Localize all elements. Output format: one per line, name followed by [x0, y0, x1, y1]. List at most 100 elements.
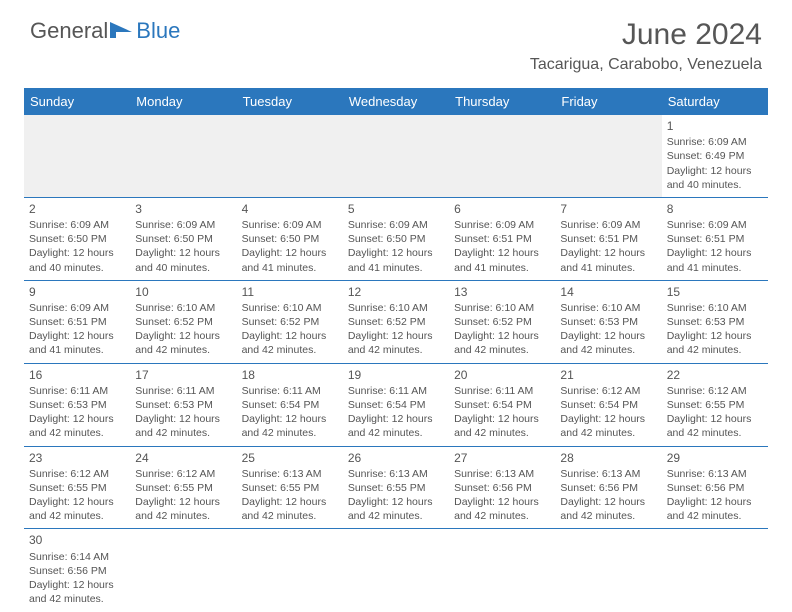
day-cell [555, 529, 661, 611]
daylight-text: Daylight: 12 hours [348, 329, 444, 343]
day-cell: 9Sunrise: 6:09 AMSunset: 6:51 PMDaylight… [24, 280, 130, 363]
day-cell: 3Sunrise: 6:09 AMSunset: 6:50 PMDaylight… [130, 197, 236, 280]
day-number: 21 [560, 367, 656, 383]
sunrise-text: Sunrise: 6:11 AM [135, 384, 231, 398]
daylight-text: and 42 minutes. [667, 426, 763, 440]
sunrise-text: Sunrise: 6:09 AM [560, 218, 656, 232]
sunrise-text: Sunrise: 6:12 AM [29, 467, 125, 481]
sunset-text: Sunset: 6:51 PM [29, 315, 125, 329]
sunset-text: Sunset: 6:55 PM [242, 481, 338, 495]
daylight-text: and 42 minutes. [667, 343, 763, 357]
day-number: 17 [135, 367, 231, 383]
daylight-text: Daylight: 12 hours [29, 412, 125, 426]
flag-icon [110, 20, 136, 38]
col-thursday: Thursday [449, 88, 555, 115]
daylight-text: and 42 minutes. [454, 343, 550, 357]
daylight-text: and 42 minutes. [667, 509, 763, 523]
day-number: 12 [348, 284, 444, 300]
sunset-text: Sunset: 6:49 PM [667, 149, 763, 163]
daylight-text: and 42 minutes. [454, 426, 550, 440]
col-saturday: Saturday [662, 88, 768, 115]
day-cell: 12Sunrise: 6:10 AMSunset: 6:52 PMDayligh… [343, 280, 449, 363]
sunset-text: Sunset: 6:54 PM [242, 398, 338, 412]
location: Tacarigua, Carabobo, Venezuela [530, 56, 762, 74]
day-cell: 21Sunrise: 6:12 AMSunset: 6:54 PMDayligh… [555, 363, 661, 446]
daylight-text: and 42 minutes. [242, 509, 338, 523]
daylight-text: Daylight: 12 hours [29, 578, 125, 592]
daylight-text: and 42 minutes. [454, 509, 550, 523]
day-cell [237, 529, 343, 611]
week-row: 2Sunrise: 6:09 AMSunset: 6:50 PMDaylight… [24, 197, 768, 280]
day-number: 15 [667, 284, 763, 300]
week-row: 1Sunrise: 6:09 AMSunset: 6:49 PMDaylight… [24, 115, 768, 197]
day-cell [237, 115, 343, 197]
day-number: 5 [348, 201, 444, 217]
sunrise-text: Sunrise: 6:09 AM [135, 218, 231, 232]
day-cell [130, 529, 236, 611]
day-number: 11 [242, 284, 338, 300]
daylight-text: Daylight: 12 hours [135, 495, 231, 509]
day-cell: 30Sunrise: 6:14 AMSunset: 6:56 PMDayligh… [24, 529, 130, 611]
daylight-text: Daylight: 12 hours [29, 246, 125, 260]
sunset-text: Sunset: 6:56 PM [667, 481, 763, 495]
month-year: June 2024 [530, 18, 762, 52]
sunrise-text: Sunrise: 6:10 AM [348, 301, 444, 315]
daylight-text: Daylight: 12 hours [560, 412, 656, 426]
sunrise-text: Sunrise: 6:13 AM [667, 467, 763, 481]
brand-part2: Blue [136, 18, 180, 44]
day-cell: 18Sunrise: 6:11 AMSunset: 6:54 PMDayligh… [237, 363, 343, 446]
day-cell: 13Sunrise: 6:10 AMSunset: 6:52 PMDayligh… [449, 280, 555, 363]
sunset-text: Sunset: 6:55 PM [29, 481, 125, 495]
daylight-text: and 42 minutes. [560, 343, 656, 357]
day-cell: 25Sunrise: 6:13 AMSunset: 6:55 PMDayligh… [237, 446, 343, 529]
daylight-text: and 42 minutes. [560, 509, 656, 523]
day-number: 30 [29, 532, 125, 548]
sunset-text: Sunset: 6:53 PM [560, 315, 656, 329]
daylight-text: and 42 minutes. [29, 592, 125, 606]
daylight-text: and 42 minutes. [242, 426, 338, 440]
day-cell: 24Sunrise: 6:12 AMSunset: 6:55 PMDayligh… [130, 446, 236, 529]
day-number: 13 [454, 284, 550, 300]
header-row: Sunday Monday Tuesday Wednesday Thursday… [24, 88, 768, 115]
calendar-table: Sunday Monday Tuesday Wednesday Thursday… [24, 88, 768, 611]
daylight-text: and 42 minutes. [348, 426, 444, 440]
title-block: June 2024 Tacarigua, Carabobo, Venezuela [530, 18, 762, 74]
sunrise-text: Sunrise: 6:10 AM [242, 301, 338, 315]
daylight-text: Daylight: 12 hours [560, 329, 656, 343]
sunrise-text: Sunrise: 6:10 AM [667, 301, 763, 315]
daylight-text: Daylight: 12 hours [560, 495, 656, 509]
day-number: 6 [454, 201, 550, 217]
sunrise-text: Sunrise: 6:11 AM [29, 384, 125, 398]
day-cell: 22Sunrise: 6:12 AMSunset: 6:55 PMDayligh… [662, 363, 768, 446]
sunset-text: Sunset: 6:52 PM [242, 315, 338, 329]
sunrise-text: Sunrise: 6:10 AM [135, 301, 231, 315]
day-number: 19 [348, 367, 444, 383]
daylight-text: and 40 minutes. [29, 261, 125, 275]
sunset-text: Sunset: 6:56 PM [454, 481, 550, 495]
day-number: 16 [29, 367, 125, 383]
day-number: 9 [29, 284, 125, 300]
day-cell [24, 115, 130, 197]
day-number: 10 [135, 284, 231, 300]
sunset-text: Sunset: 6:50 PM [242, 232, 338, 246]
daylight-text: Daylight: 12 hours [29, 495, 125, 509]
daylight-text: Daylight: 12 hours [454, 329, 550, 343]
sunset-text: Sunset: 6:52 PM [135, 315, 231, 329]
sunrise-text: Sunrise: 6:11 AM [348, 384, 444, 398]
day-cell: 15Sunrise: 6:10 AMSunset: 6:53 PMDayligh… [662, 280, 768, 363]
day-cell: 17Sunrise: 6:11 AMSunset: 6:53 PMDayligh… [130, 363, 236, 446]
sunset-text: Sunset: 6:55 PM [348, 481, 444, 495]
day-number: 23 [29, 450, 125, 466]
daylight-text: Daylight: 12 hours [242, 412, 338, 426]
week-row: 30Sunrise: 6:14 AMSunset: 6:56 PMDayligh… [24, 529, 768, 611]
sunrise-text: Sunrise: 6:12 AM [135, 467, 231, 481]
daylight-text: and 41 minutes. [667, 261, 763, 275]
day-cell: 23Sunrise: 6:12 AMSunset: 6:55 PMDayligh… [24, 446, 130, 529]
daylight-text: Daylight: 12 hours [454, 495, 550, 509]
day-number: 22 [667, 367, 763, 383]
sunset-text: Sunset: 6:50 PM [135, 232, 231, 246]
sunrise-text: Sunrise: 6:09 AM [242, 218, 338, 232]
day-cell [449, 115, 555, 197]
daylight-text: and 42 minutes. [560, 426, 656, 440]
daylight-text: Daylight: 12 hours [667, 329, 763, 343]
